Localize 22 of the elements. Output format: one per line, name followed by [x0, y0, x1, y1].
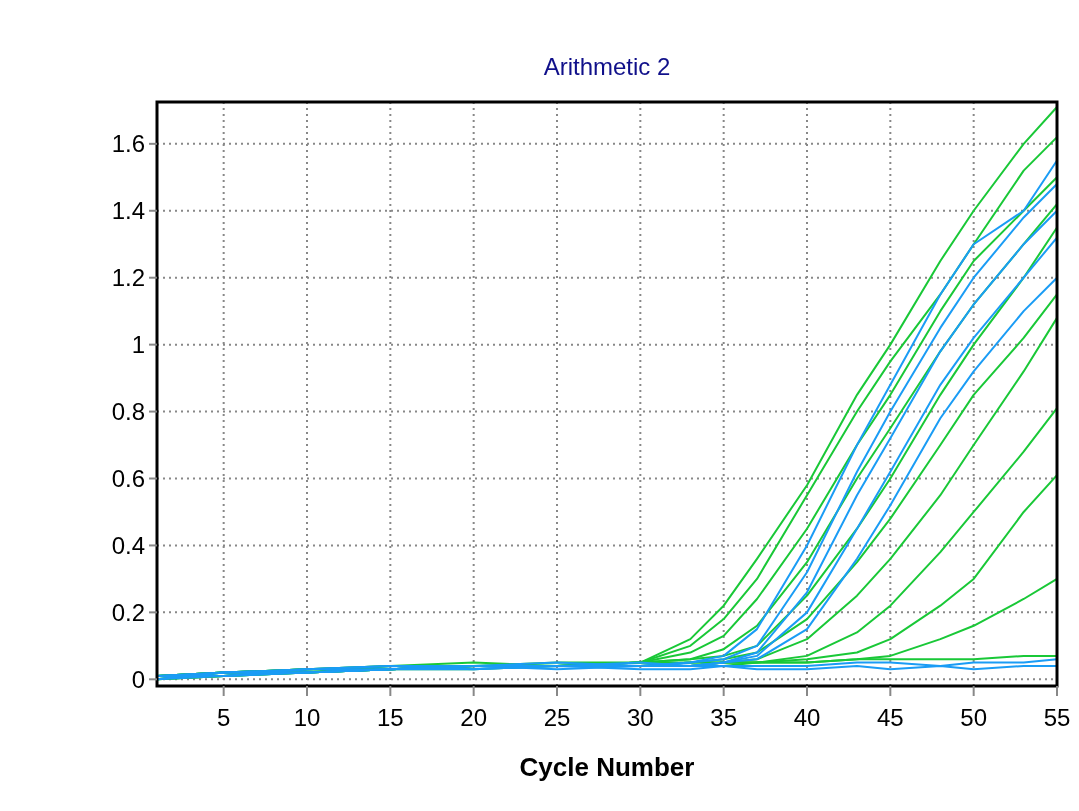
x-tick-label: 20 [460, 704, 488, 731]
y-tick-label: 0.2 [111, 598, 145, 626]
x-tick-label: 10 [293, 704, 321, 731]
y-tick-label: 0.4 [111, 531, 145, 559]
y-tick-label: 1.4 [111, 197, 145, 225]
y-tick-label: 0 [131, 665, 145, 693]
x-tick-label: 5 [216, 704, 231, 731]
x-tick-label: 50 [960, 704, 988, 731]
x-tick-label: 25 [543, 704, 571, 731]
x-tick-label: 15 [376, 704, 404, 731]
y-tick-label: 1 [131, 331, 145, 359]
y-tick-label: 1.2 [111, 264, 145, 292]
x-tick-label: 55 [1043, 704, 1071, 731]
x-tick-label: 40 [793, 704, 821, 731]
y-tick-label: 1.6 [111, 130, 145, 158]
y-tick-label: 0.8 [111, 397, 145, 425]
x-tick-label: 45 [876, 704, 904, 731]
x-tick-label: 35 [710, 704, 738, 731]
chart-title: Arithmetic 2 [543, 53, 671, 80]
x-tick-label: 30 [626, 704, 654, 731]
x-axis-title: Cycle Number [519, 752, 695, 782]
y-tick-label: 0.6 [111, 464, 145, 492]
